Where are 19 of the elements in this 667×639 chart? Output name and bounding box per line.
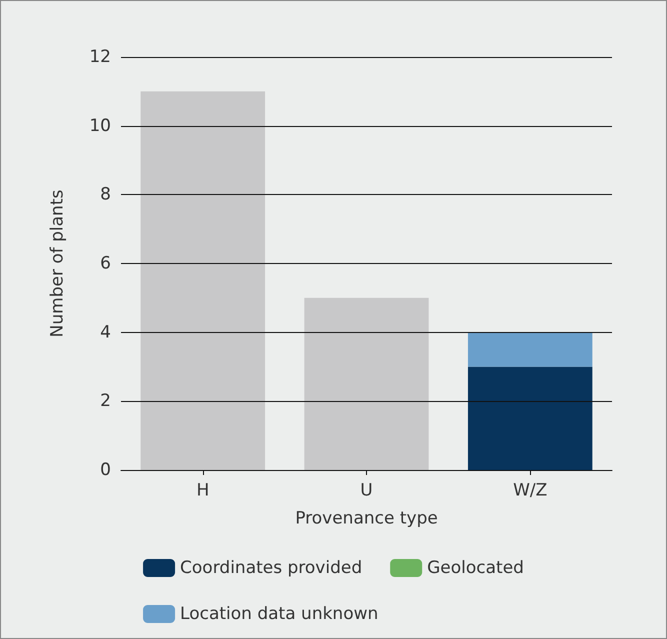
y-tick-label: 0 [100,460,111,480]
x-tick-label: U [360,480,373,500]
y-tick-label: 2 [100,391,111,412]
y-tick-label: 8 [100,184,111,205]
x-axis-title: Provenance type [295,508,438,528]
y-tick-label: 10 [89,116,111,136]
legend-label: Geolocated [427,558,524,578]
x-tick-label: H [196,480,210,500]
y-tick-label: 12 [89,47,111,67]
bar [140,91,266,470]
legend-label: Coordinates provided [180,558,362,578]
bar [304,298,429,470]
bar [468,366,592,470]
legend-label: Location data unknown [180,604,378,624]
bar [468,332,592,367]
y-tick-label: 6 [100,254,111,274]
y-tick-label: 4 [100,322,111,342]
y-axis-title: Number of plants [48,190,68,338]
x-tick-label: W/Z [513,480,548,500]
